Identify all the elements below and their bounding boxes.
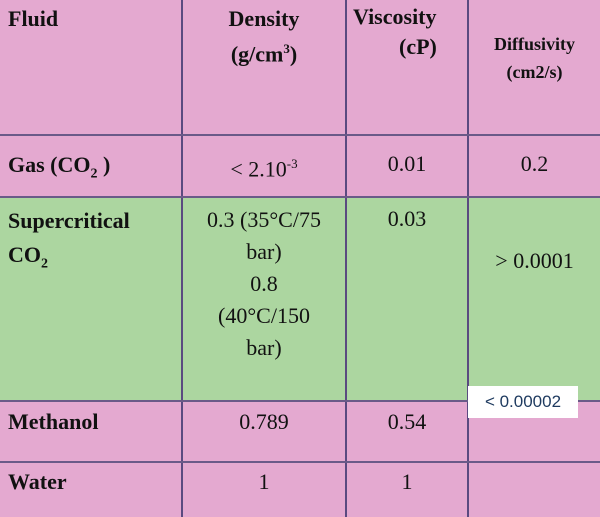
header-viscosity-line2: (cP)	[399, 34, 437, 59]
fluid-supercritical-sub: 2	[41, 256, 48, 272]
density-unit-post: )	[289, 41, 298, 67]
header-diffusivity-line2: (cm2/s)	[506, 62, 563, 82]
cell-density-supercritical: 0.3 (35°C/75 bar) 0.8 (40°C/150 bar)	[183, 204, 345, 364]
row-divider-3	[0, 400, 600, 402]
cell-fluid-water: Water	[8, 469, 67, 494]
density-sc-a-line2: bar)	[246, 239, 282, 264]
density-sc-b-line2: (40°C/150	[218, 303, 310, 328]
fluid-gas-pre: Gas (CO	[8, 152, 91, 177]
header-density: Density (g/cm3)	[183, 4, 345, 69]
header-density-line1: Density	[228, 6, 300, 31]
fluid-supercritical-line2: CO2	[8, 238, 130, 281]
header-density-line2: (g/cm3)	[183, 34, 345, 69]
table-row-water	[0, 463, 600, 517]
density-sc-b-line1: 0.8	[250, 271, 278, 296]
cell-density-methanol: 0.789	[239, 409, 289, 434]
header-row	[0, 0, 600, 135]
header-diffusivity: Diffusivity (cm2/s)	[469, 30, 600, 86]
column-divider-2	[345, 0, 347, 517]
row-divider-4	[0, 461, 600, 463]
density-sc-a-line1: 0.3 (35°C/75	[207, 207, 321, 232]
cell-diffusivity-supercritical: > 0.0001	[495, 248, 574, 273]
density-gas-sup: -3	[286, 156, 298, 171]
header-viscosity: Viscosity (cP)	[347, 2, 467, 62]
row-divider-1	[0, 134, 600, 136]
cell-fluid-methanol: Methanol	[8, 409, 99, 434]
fluid-supercritical-line1: Supercritical	[8, 208, 130, 233]
density-unit-sup: 3	[283, 41, 290, 56]
cell-viscosity-water: 1	[401, 469, 413, 494]
cell-fluid-supercritical: Supercritical CO2	[0, 204, 130, 281]
fluid-supercritical-co: CO	[8, 242, 41, 267]
density-sc-b-line3: bar)	[246, 335, 282, 360]
column-divider-1	[181, 0, 183, 517]
overlay-note-label: < 0.00002	[468, 386, 578, 418]
cell-diffusivity-gas: 0.2	[520, 151, 549, 176]
table-row-gas	[0, 136, 600, 197]
header-fluid-label: Fluid	[8, 6, 59, 31]
cell-density-gas: < 2.10-3	[183, 150, 345, 183]
cell-viscosity-methanol: 0.54	[387, 409, 427, 434]
row-divider-2	[0, 196, 600, 198]
fluid-gas-sub: 2	[90, 166, 98, 182]
density-gas-pre: < 2.10	[230, 156, 287, 182]
fluid-gas-post: )	[97, 152, 111, 177]
cell-viscosity-supercritical: 0.03	[387, 206, 427, 231]
density-unit-pre: (g/cm	[230, 41, 284, 67]
table-row-supercritical	[0, 198, 600, 401]
column-divider-3	[467, 0, 469, 517]
cell-viscosity-gas: 0.01	[387, 151, 427, 176]
header-viscosity-line1: Viscosity	[353, 4, 437, 29]
cell-fluid-gas: Gas (CO2 )	[0, 149, 110, 190]
header-fluid: Fluid	[8, 4, 58, 34]
header-diffusivity-line1: Diffusivity	[494, 34, 575, 54]
cell-density-water: 1	[258, 469, 270, 494]
